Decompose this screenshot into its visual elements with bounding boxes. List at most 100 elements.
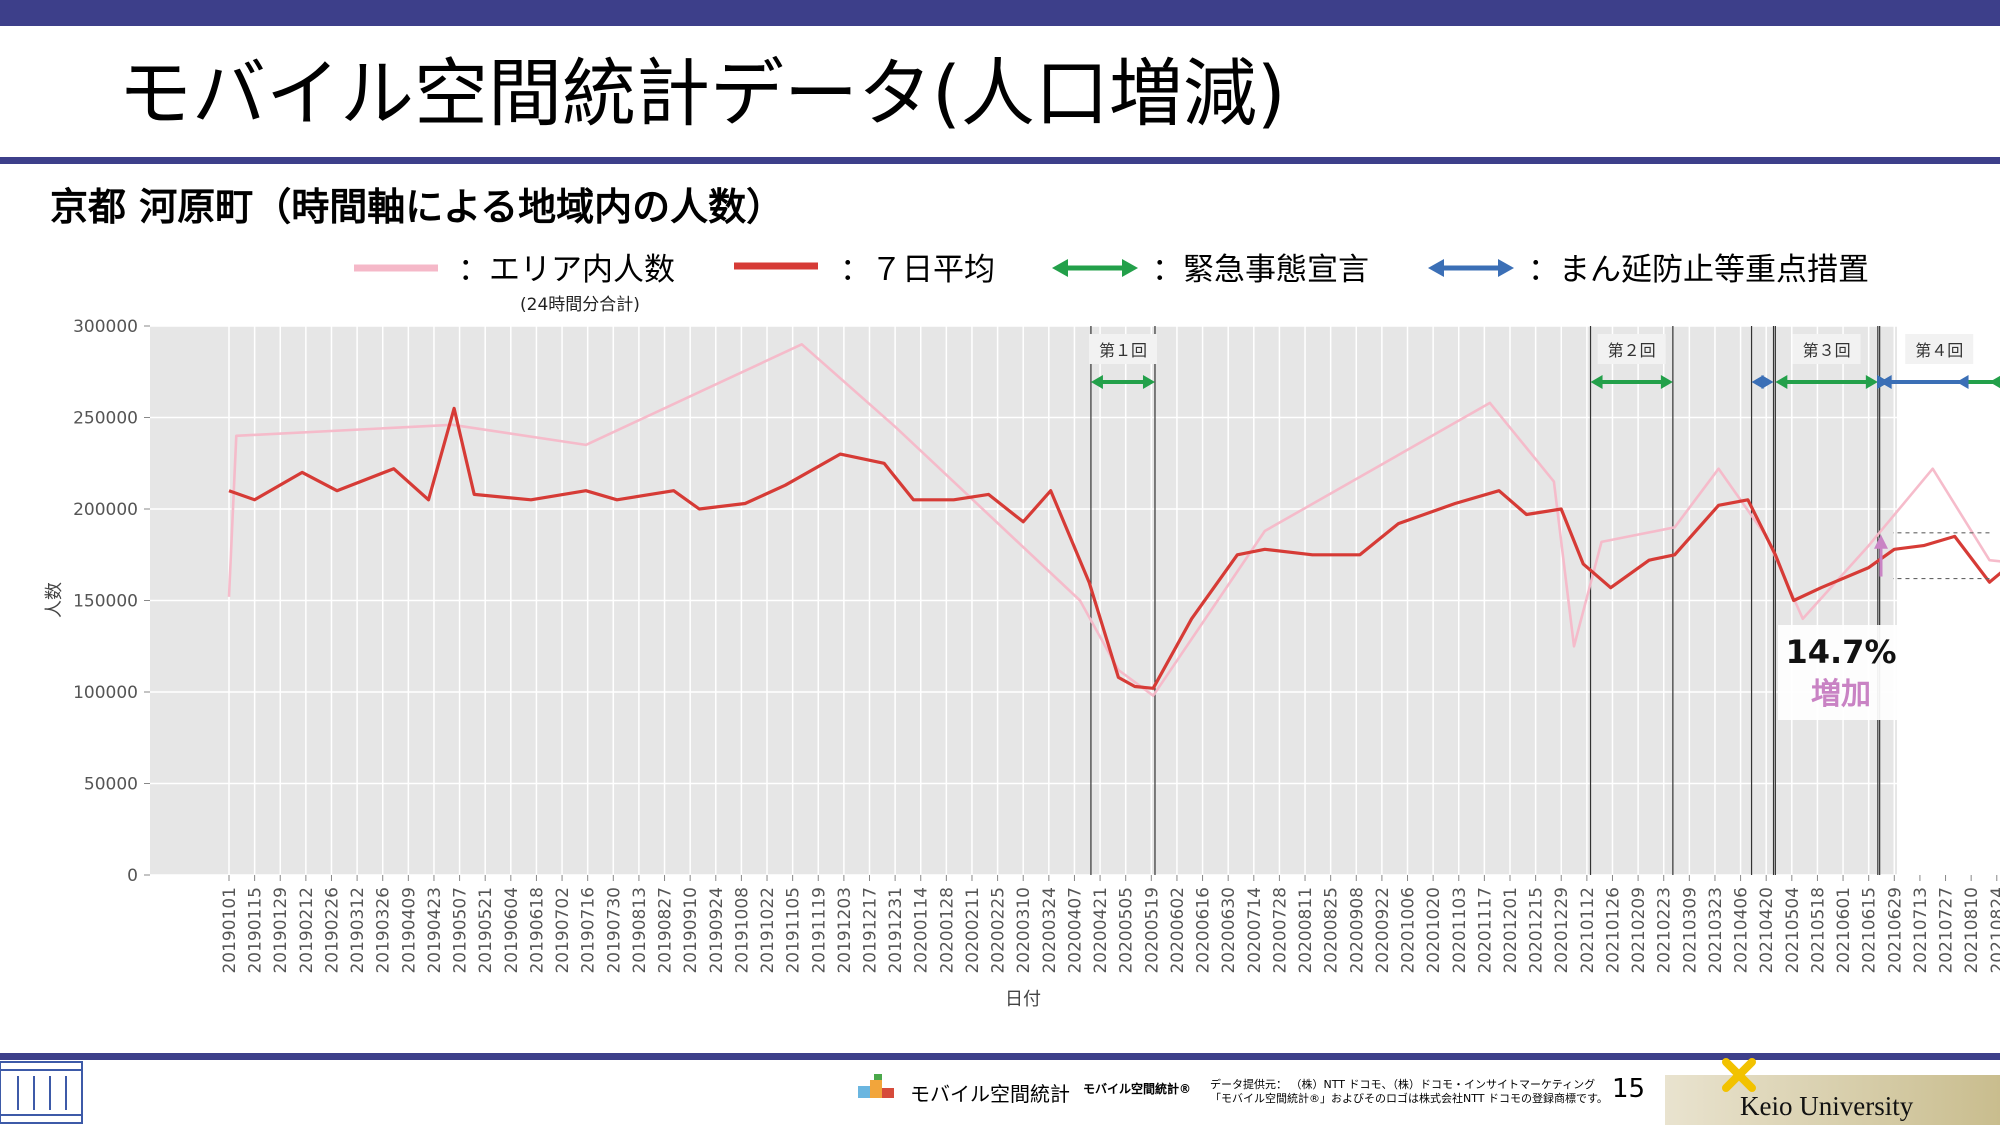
keio-banner: Keio University	[1665, 1058, 2000, 1125]
emergency-arrow	[1090, 375, 1155, 389]
x-tick-label: 20200811	[1296, 887, 1316, 974]
x-tick-label: 20190618	[527, 887, 547, 974]
increase-annotation: 14.7% 増加	[1778, 532, 1990, 720]
arrow-head-left	[1989, 375, 2000, 389]
legend-semi-emergency-arrow	[1428, 259, 1514, 277]
y-tick-label: 100000	[73, 683, 138, 703]
x-tick-label: 20191022	[758, 887, 778, 974]
x-tick-label: 20190702	[553, 887, 573, 974]
emergency-arrow	[1590, 375, 1673, 389]
x-tick-label: 20200225	[989, 887, 1009, 974]
x-tick-label: 20210810	[1962, 887, 1982, 974]
increase-arrow-head	[1874, 534, 1888, 549]
period-label-bg	[1088, 334, 1157, 364]
mobile-stats-mark: モバイル空間統計®	[1083, 1082, 1192, 1096]
x-tick-label: 20190924	[707, 887, 727, 974]
x-tick-label: 20191008	[732, 887, 752, 974]
y-axis: 0 50000 100000 150000 200000 250000 300000	[73, 317, 150, 886]
x-tick-label: 20210504	[1783, 887, 1803, 974]
series-avg7	[228, 406, 2000, 690]
x-tick-label: 20210209	[1629, 887, 1649, 974]
legend-emergency-label: ：緊急事態宣言	[1152, 252, 1369, 288]
x-tick-label: 20190827	[656, 887, 676, 974]
x-tick-label: 20190326	[374, 887, 394, 974]
emergency-arrow	[1775, 375, 1878, 389]
keio-pen-emblem-icon	[1722, 1058, 1756, 1092]
arrow-head-right	[1660, 375, 1673, 389]
x-tick-label: 20200728	[1270, 887, 1290, 974]
x-tick-label: 20200407	[1065, 887, 1085, 974]
x-tick-label: 20200922	[1373, 887, 1393, 974]
x-tick-label: 20190910	[681, 887, 701, 974]
x-tick-label: 20191105	[784, 887, 804, 974]
legend-emergency-arrow	[1052, 259, 1138, 277]
arrow-head-left	[1590, 375, 1603, 389]
x-tick-label: 20200505	[1117, 887, 1137, 974]
legend-daily-label: ：エリア内人数	[458, 252, 675, 288]
semi-emergency-arrow	[1877, 375, 1969, 389]
x-tick-label: 20210727	[1937, 887, 1957, 974]
x-tick-label: 20191217	[861, 887, 881, 974]
x-tick-label: 20190423	[425, 887, 445, 974]
x-tick-label: 20191231	[886, 887, 906, 974]
period-label: 第３回	[1803, 341, 1851, 360]
page-number: 15	[1612, 1074, 1646, 1104]
arrow-head-left	[1956, 375, 1969, 389]
chart-subtitle: 京都 河原町（時間軸による地域内の人数）	[50, 185, 785, 229]
avg7-line	[228, 406, 2000, 690]
data-credit-line1: データ提供元： （株）NTT ドコモ、（株）ドコモ・インサイトマーケティング	[1210, 1078, 1596, 1091]
x-tick-label: 20201020	[1424, 887, 1444, 974]
x-tick-label: 20190604	[502, 887, 522, 974]
x-tick-label: 20200114	[912, 887, 932, 974]
daily-population-line	[227, 342, 2000, 698]
semi-emergency-arrow	[1751, 375, 1774, 389]
x-axis: 20190101 20190115 20190129 20190212 20190226…	[220, 875, 2000, 974]
x-tick-label: 20190521	[476, 887, 496, 974]
slide-title: モバイル空間統計データ(人口増減)	[118, 51, 1286, 137]
x-tick-label: 20200310	[1014, 887, 1034, 974]
footer-divider	[0, 1053, 2000, 1060]
x-tick-label: 20200908	[1347, 887, 1367, 974]
y-tick-label: 300000	[73, 317, 138, 337]
x-tick-label: 20190716	[579, 887, 599, 974]
increase-label: 増加	[1811, 677, 1871, 712]
legend-avg-swatch	[734, 262, 818, 270]
x-tick-label: 20200211	[963, 887, 983, 974]
mobile-stats-cube-icon	[858, 1074, 894, 1098]
x-tick-label: 20210615	[1860, 887, 1880, 974]
x-tick-label: 20190730	[604, 887, 624, 974]
x-tick-label: 20190212	[297, 887, 317, 974]
y-tick-label: 150000	[73, 592, 138, 612]
x-tick-label: 20210112	[1578, 887, 1598, 974]
x-tick-label: 20200714	[1245, 887, 1265, 974]
series-daily	[227, 342, 2000, 698]
period-label-bg	[1792, 334, 1861, 364]
x-tick-label: 20210223	[1655, 887, 1675, 974]
x-tick-label: 20190813	[630, 887, 650, 974]
legend-semi-emergency-label: ：まん延防止等重点措置	[1528, 252, 1869, 288]
mobile-stats-logo-text: モバイル空間統計	[910, 1082, 1070, 1106]
period-label-bg	[1905, 334, 1974, 364]
x-tick-label: 20210420	[1757, 887, 1777, 974]
university-seal-logo	[0, 1061, 83, 1124]
x-axis-title: 日付	[1005, 989, 1041, 1010]
x-tick-label: 20210629	[1885, 887, 1905, 974]
x-tick-label: 20190312	[348, 887, 368, 974]
x-tick-label: 20190129	[271, 887, 291, 974]
x-tick-label: 20201201	[1501, 887, 1521, 974]
arrow-head-left	[1775, 375, 1788, 389]
period-label: 第２回	[1608, 341, 1656, 360]
x-tick-label: 20200421	[1091, 887, 1111, 974]
x-tick-label: 20201117	[1475, 887, 1495, 974]
x-tick-label: 20201006	[1399, 887, 1419, 974]
arrow-head-right	[1865, 375, 1878, 389]
top-accent-bar	[0, 0, 2000, 26]
legend-daily-note: (24時間分合計)	[520, 295, 640, 315]
x-tick-label: 20200519	[1142, 887, 1162, 974]
x-tick-label: 20201229	[1552, 887, 1572, 974]
x-tick-label: 20210406	[1732, 887, 1752, 974]
arrow-head-right	[1142, 375, 1155, 389]
y-axis-title: 人数	[44, 582, 65, 618]
increase-box	[1778, 625, 1897, 720]
period-label-bg	[1597, 334, 1666, 364]
